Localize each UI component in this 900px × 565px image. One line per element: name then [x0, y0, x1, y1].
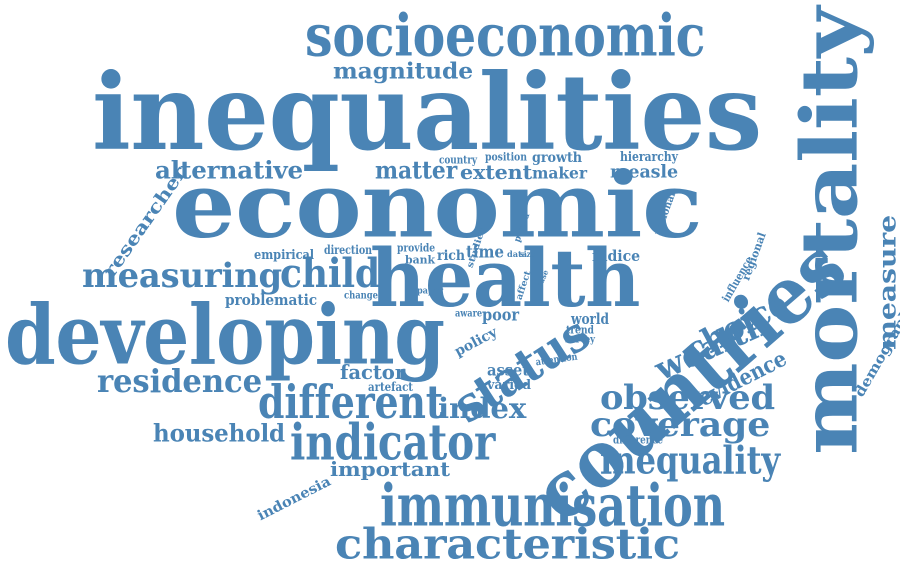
word-developing: developing — [5, 286, 445, 384]
word-extent: extent — [460, 160, 532, 184]
word-residence: residence — [97, 362, 262, 400]
word-maker: maker — [532, 163, 587, 183]
word-provide: provide — [397, 241, 436, 254]
word-different: different — [258, 374, 444, 430]
word-alternative: alternative — [155, 155, 304, 185]
word-artefact: artefact — [368, 379, 414, 395]
word-aware: aware — [455, 307, 483, 319]
word-inequality: inequality — [600, 437, 781, 483]
word-matter: matter — [375, 155, 458, 185]
word-direction: direction — [324, 242, 373, 258]
word-rich: rich — [437, 246, 466, 264]
word-measle: measle — [610, 160, 679, 182]
word-magnitude: magnitude — [333, 58, 474, 84]
word-poor: poor — [482, 304, 520, 325]
word-survey: survey — [565, 333, 595, 345]
word-measuring: measuring — [82, 254, 282, 296]
word-factor: factor — [340, 360, 406, 384]
word-size: size — [520, 249, 535, 259]
word-index: index — [438, 391, 527, 425]
word-immunisation: immunisation — [380, 470, 725, 540]
word-indice: indice — [592, 246, 641, 265]
word-hierarchy: hierarchy — [620, 148, 678, 165]
word-empirical: empirical — [254, 246, 315, 263]
word-observed: observed — [600, 376, 775, 418]
word-inequalities: inequalities — [92, 50, 762, 175]
word-economic: economic — [172, 151, 703, 259]
word-characteristic: characteristic — [335, 519, 680, 565]
word-coverage: coverage — [590, 403, 771, 445]
word-indicator: indicator — [290, 412, 496, 472]
word-bank: bank — [405, 253, 435, 266]
word-child: child — [280, 249, 380, 297]
word-indonesia: indonesia — [254, 472, 334, 524]
word-health: health — [370, 230, 641, 326]
word-socioeconomic: socioeconomic — [305, 0, 706, 70]
word-world: world — [571, 309, 609, 328]
word-varied: varied — [487, 376, 532, 393]
word-data: data — [507, 249, 527, 259]
word-position: position — [485, 150, 527, 163]
word-paper: paper — [417, 285, 444, 296]
word-change: change — [344, 289, 378, 301]
word-time: time — [466, 241, 504, 262]
word-problematic: problematic — [225, 290, 317, 309]
word-difference: difference — [613, 433, 663, 446]
word-household: household — [153, 418, 285, 448]
word-asset: asset — [487, 360, 529, 380]
word-growth: growth — [532, 148, 583, 166]
word-important: important — [330, 457, 450, 481]
word-trend: trend — [566, 323, 594, 336]
word-country: country — [439, 153, 478, 166]
